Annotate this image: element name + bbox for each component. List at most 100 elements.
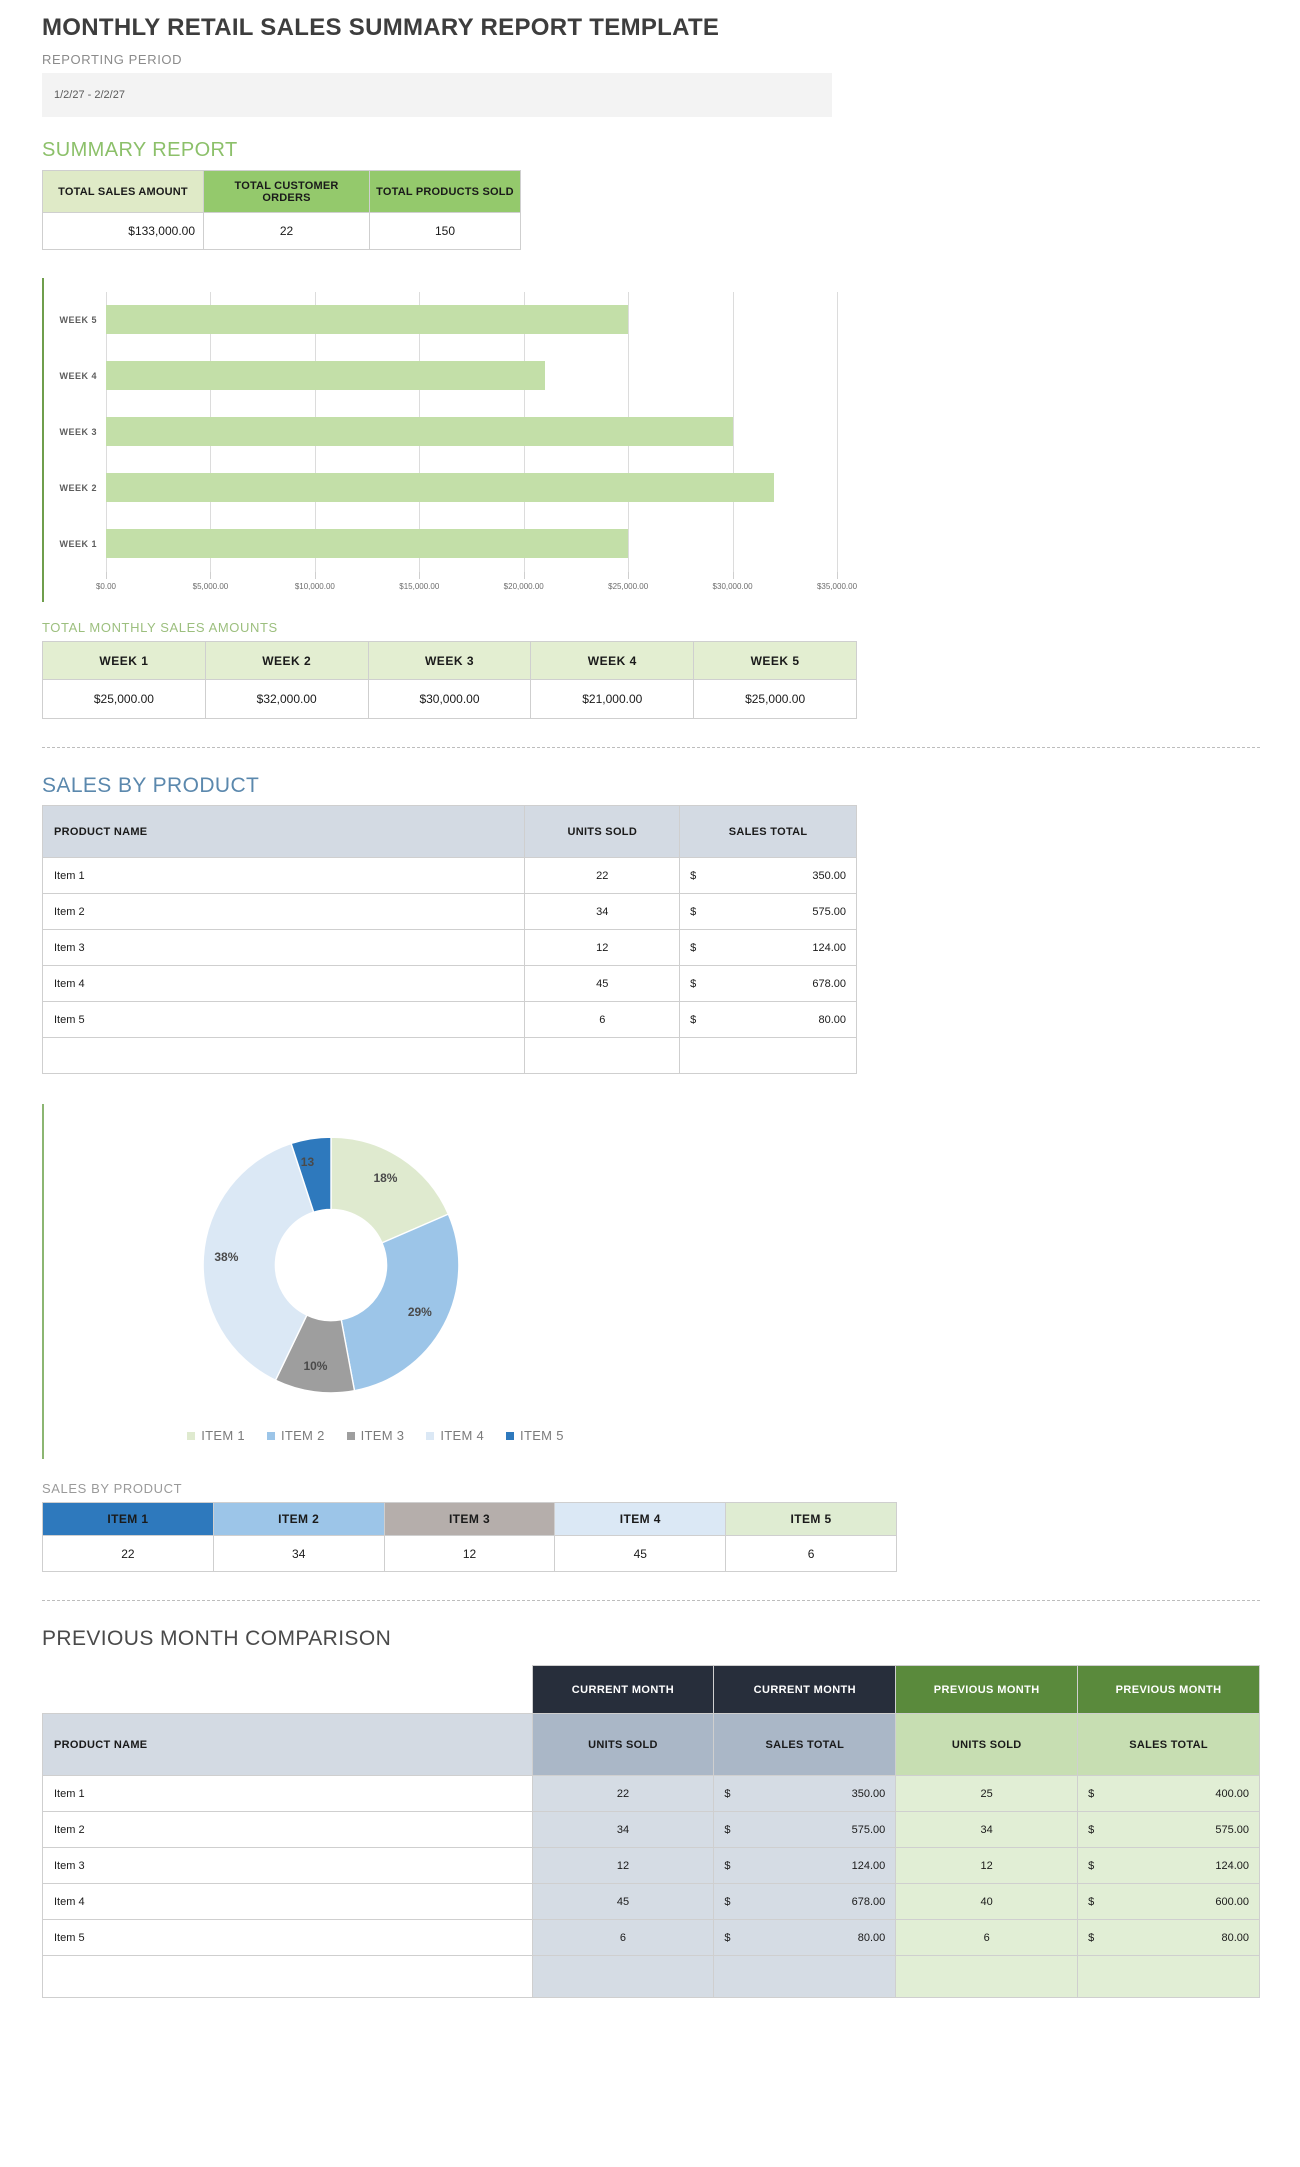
- cell-item-3-units[interactable]: 12: [383, 1535, 556, 1572]
- reporting-period-field[interactable]: 1/2/27 - 2/2/27: [42, 73, 832, 117]
- cell-item-4-units[interactable]: 45: [554, 1535, 727, 1572]
- cell-units-sold[interactable]: [524, 1037, 681, 1074]
- cell-previous-sales-total[interactable]: $124.00: [1077, 1847, 1260, 1884]
- donut-slice-label: 13: [300, 1155, 315, 1170]
- legend-item[interactable]: ITEM 4: [426, 1428, 484, 1443]
- cell-current-sales-total[interactable]: $80.00: [713, 1919, 897, 1956]
- cell-item-2-units[interactable]: 34: [212, 1535, 385, 1572]
- cell-previous-units-sold[interactable]: 12: [895, 1847, 1079, 1884]
- cell-sales-total[interactable]: $575.00: [679, 893, 857, 930]
- donut-slice-label: 10%: [303, 1358, 328, 1373]
- currency-symbol: $: [1088, 1859, 1095, 1872]
- cell-current-units-sold[interactable]: 6: [531, 1919, 715, 1956]
- cell-product-name[interactable]: Item 5: [42, 1919, 533, 1956]
- bar-fill[interactable]: [106, 473, 775, 502]
- cell-product-name[interactable]: Item 2: [42, 1811, 533, 1848]
- bar-chart-row: WEEK 2: [44, 460, 837, 516]
- header-total-products-sold: TOTAL PRODUCTS SOLD: [369, 170, 521, 213]
- cell-current-sales-total[interactable]: $575.00: [713, 1811, 897, 1848]
- cell-previous-units-sold[interactable]: 25: [895, 1775, 1079, 1812]
- cell-units-sold[interactable]: 22: [524, 857, 681, 894]
- cell-product-name[interactable]: [41, 1037, 526, 1074]
- cell-product-name[interactable]: Item 5: [41, 1001, 526, 1038]
- donut-slice[interactable]: [290, 1136, 332, 1214]
- cell-product-name[interactable]: [42, 1955, 533, 1998]
- cell-week-1-amount[interactable]: $25,000.00: [42, 679, 206, 719]
- cell-previous-sales-total[interactable]: $575.00: [1077, 1811, 1260, 1848]
- cell-current-sales-total[interactable]: $124.00: [713, 1847, 897, 1884]
- axis-tick-label: $10,000.00: [294, 582, 335, 591]
- legend-label: ITEM 4: [440, 1428, 485, 1443]
- bar-fill[interactable]: [106, 305, 629, 334]
- cell-item-5-units[interactable]: 6: [725, 1535, 897, 1572]
- cell-product-name[interactable]: Item 2: [41, 893, 526, 930]
- currency-symbol: $: [1088, 1895, 1095, 1908]
- cell-previous-units-sold[interactable]: 40: [895, 1883, 1079, 1920]
- cell-previous-sales-total[interactable]: [1077, 1955, 1260, 1998]
- donut-slice-label: 29%: [407, 1305, 432, 1320]
- legend-item[interactable]: ITEM 5: [506, 1428, 564, 1443]
- amount-value: 575.00: [1215, 1823, 1249, 1836]
- bar-category-label: WEEK 1: [59, 539, 97, 549]
- cell-current-units-sold[interactable]: 22: [531, 1775, 715, 1812]
- cell-product-name[interactable]: Item 3: [42, 1847, 533, 1884]
- cell-week-4-amount[interactable]: $21,000.00: [530, 679, 695, 719]
- cell-units-sold[interactable]: 6: [524, 1001, 681, 1038]
- bar-fill[interactable]: [106, 529, 629, 558]
- cell-current-units-sold[interactable]: 45: [531, 1883, 715, 1920]
- donut-slice[interactable]: [340, 1213, 460, 1392]
- cell-sales-total[interactable]: $678.00: [679, 965, 857, 1002]
- table-row: Item 1 22 $350.00 25 $400.00: [42, 1775, 1260, 1812]
- amount-value: 80.00: [1221, 1931, 1249, 1944]
- legend-item[interactable]: ITEM 2: [266, 1428, 325, 1443]
- cell-week-2-amount[interactable]: $32,000.00: [204, 679, 369, 719]
- summary-report-heading: SUMMARY REPORT: [42, 139, 238, 161]
- donut-slice[interactable]: [202, 1142, 315, 1382]
- cell-total-sales-amount[interactable]: $133,000.00: [42, 212, 204, 250]
- legend-item[interactable]: ITEM 1: [187, 1428, 245, 1443]
- cell-product-name[interactable]: Item 4: [42, 1883, 533, 1920]
- cell-product-name[interactable]: Item 1: [42, 1775, 533, 1812]
- cell-current-units-sold[interactable]: 34: [531, 1811, 715, 1848]
- bar-chart-row: WEEK 3: [44, 404, 837, 460]
- donut-plot-area: 18% 29% 10% 38% 13: [44, 1126, 837, 1416]
- table-row: Item 5 6 $80.00: [41, 1001, 857, 1038]
- cell-current-units-sold[interactable]: [531, 1955, 715, 1998]
- donut-slice[interactable]: [330, 1136, 450, 1244]
- cell-previous-units-sold[interactable]: 6: [895, 1919, 1079, 1956]
- donut-legend: ITEM 1 ITEM 2 ITEM 3 ITEM 4 ITEM 5: [44, 1428, 837, 1443]
- cell-previous-sales-total[interactable]: $600.00: [1077, 1883, 1260, 1920]
- cell-sales-total[interactable]: $350.00: [679, 857, 857, 894]
- cell-week-3-amount[interactable]: $30,000.00: [367, 679, 532, 719]
- cell-sales-total[interactable]: [679, 1037, 857, 1074]
- cell-product-name[interactable]: Item 4: [41, 965, 526, 1002]
- bar-chart-row: WEEK 5: [44, 292, 837, 348]
- cell-product-name[interactable]: Item 3: [41, 929, 526, 966]
- cell-units-sold[interactable]: 12: [524, 929, 681, 966]
- cell-previous-units-sold[interactable]: 34: [895, 1811, 1079, 1848]
- cell-current-sales-total[interactable]: [713, 1955, 897, 1998]
- cell-week-5-amount[interactable]: $25,000.00: [693, 679, 857, 719]
- cell-current-sales-total[interactable]: $350.00: [713, 1775, 897, 1812]
- cell-product-name[interactable]: Item 1: [41, 857, 526, 894]
- cell-current-sales-total[interactable]: $678.00: [713, 1883, 897, 1920]
- cell-sales-total[interactable]: $80.00: [679, 1001, 857, 1038]
- cell-total-customer-orders[interactable]: 22: [203, 212, 370, 250]
- cell-previous-units-sold[interactable]: [895, 1955, 1079, 1998]
- cell-units-sold[interactable]: 34: [524, 893, 681, 930]
- legend-swatch: [187, 1431, 196, 1440]
- cell-item-1-units[interactable]: 22: [42, 1535, 214, 1572]
- axis-tick-label: $25,000.00: [608, 582, 649, 591]
- bar-fill[interactable]: [106, 361, 545, 390]
- report-page: MONTHLY RETAIL SALES SUMMARY REPORT TEMP…: [41, 14, 1260, 1998]
- cell-sales-total[interactable]: $124.00: [679, 929, 857, 966]
- bar-fill[interactable]: [106, 417, 733, 446]
- cell-total-products-sold[interactable]: 150: [369, 212, 521, 250]
- group-header-current-month-total: CURRENT MONTH: [713, 1665, 897, 1714]
- cell-units-sold[interactable]: 45: [524, 965, 681, 1002]
- cell-previous-sales-total[interactable]: $80.00: [1077, 1919, 1260, 1956]
- legend-item[interactable]: ITEM 3: [346, 1428, 405, 1443]
- cell-previous-sales-total[interactable]: $400.00: [1077, 1775, 1260, 1812]
- axis-tick-mark: [523, 572, 525, 579]
- cell-current-units-sold[interactable]: 12: [531, 1847, 715, 1884]
